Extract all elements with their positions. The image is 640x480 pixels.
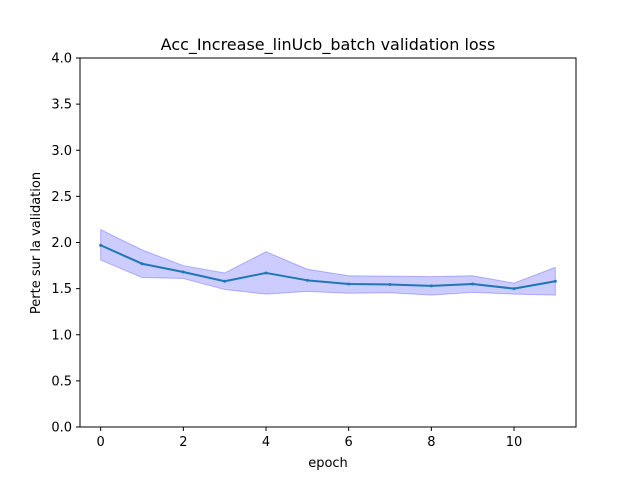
y-tick-label: 1.0 — [51, 328, 72, 343]
y-tick-label: 2.5 — [51, 190, 72, 205]
y-tick-label: 2.0 — [51, 236, 72, 251]
data-point — [305, 278, 309, 282]
x-axis-label: epoch — [308, 456, 348, 471]
y-tick-label: 1.5 — [51, 282, 72, 297]
x-tick-label: 0 — [97, 435, 105, 450]
data-point — [99, 243, 103, 247]
data-point — [140, 262, 144, 266]
y-axis-label: Perte sur la validation — [29, 172, 44, 314]
x-tick-label: 2 — [179, 435, 187, 450]
data-point — [512, 287, 516, 291]
data-point — [181, 270, 185, 274]
data-point — [347, 282, 351, 286]
y-tick-label: 3.5 — [51, 98, 72, 113]
y-tick-label: 3.0 — [51, 144, 72, 159]
x-tick-label: 6 — [345, 435, 353, 450]
y-tick-label: 4.0 — [51, 52, 72, 67]
series-line — [100, 244, 556, 290]
series-line-layer — [99, 243, 557, 291]
data-point — [471, 282, 475, 286]
data-point — [553, 279, 557, 283]
x-axis-ticks: 0 2 4 6 8 10 — [97, 427, 523, 450]
y-tick-label: 0.0 — [51, 421, 72, 436]
data-point — [429, 284, 433, 288]
chart-title: Acc_Increase_linUcb_batch validation los… — [161, 35, 496, 55]
data-point — [388, 282, 392, 286]
x-tick-label: 8 — [427, 435, 435, 450]
y-tick-label: 0.5 — [51, 374, 72, 389]
data-point — [223, 279, 227, 283]
x-tick-label: 4 — [262, 435, 270, 450]
x-tick-label: 10 — [506, 435, 523, 450]
y-axis-ticks: 0.0 0.5 1.0 1.5 2.0 2.5 3.0 3.5 4.0 — [51, 52, 80, 436]
data-point — [264, 271, 268, 275]
